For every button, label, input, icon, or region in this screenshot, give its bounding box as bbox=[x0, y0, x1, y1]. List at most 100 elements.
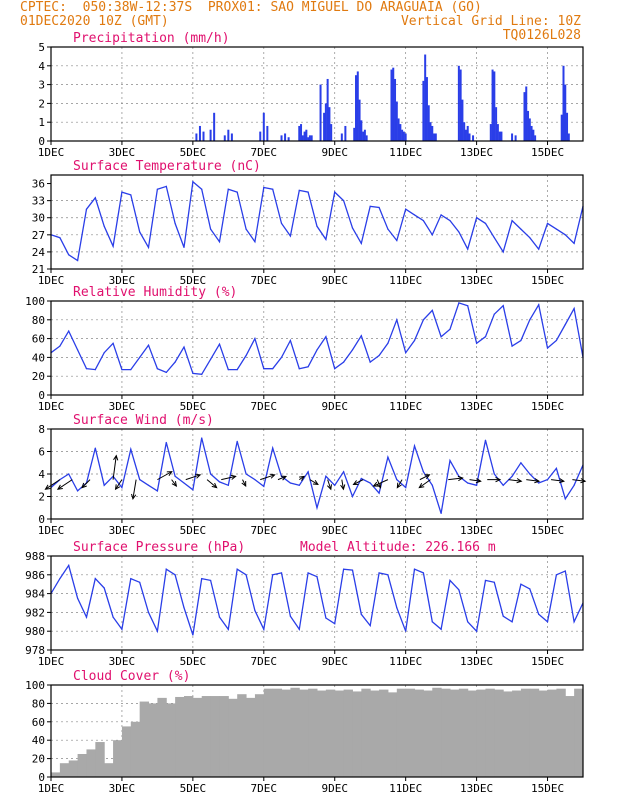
wind-ytick-label: 0 bbox=[38, 513, 45, 526]
pressure-point bbox=[254, 609, 256, 612]
pressure-point bbox=[440, 628, 442, 630]
wind-point bbox=[538, 482, 540, 484]
precip-bar bbox=[198, 125, 201, 141]
precip-bar bbox=[363, 129, 366, 141]
pressure-point bbox=[307, 572, 309, 574]
cloud-bar bbox=[485, 688, 495, 777]
precip-bar bbox=[340, 133, 343, 141]
precip-bar bbox=[422, 80, 425, 141]
humidity-point bbox=[201, 373, 203, 375]
wind-point bbox=[77, 490, 79, 492]
pressure-point bbox=[245, 574, 247, 576]
wind-arrow bbox=[551, 479, 564, 482]
precip-bar bbox=[468, 133, 471, 141]
pressure-point bbox=[573, 621, 575, 623]
precip-bar bbox=[511, 133, 514, 141]
precip-bar bbox=[523, 92, 526, 141]
humidity-point bbox=[449, 328, 451, 330]
wind-arrow bbox=[396, 479, 403, 488]
temperature-point bbox=[59, 237, 61, 239]
temperature-point bbox=[147, 246, 150, 248]
pressure-point bbox=[476, 630, 478, 632]
precip-bar bbox=[491, 69, 494, 141]
humidity-ytick-label: 0 bbox=[38, 389, 45, 402]
wind-arrow bbox=[508, 479, 522, 482]
humidity-point bbox=[573, 307, 575, 310]
humidity-xtick-label: 13DEC bbox=[460, 400, 493, 413]
wind-point bbox=[573, 484, 575, 486]
humidity-ytick-label: 40 bbox=[32, 351, 45, 364]
wind-arrow-head bbox=[495, 476, 502, 483]
humidity-point bbox=[538, 304, 540, 306]
precipitation-xtick-label: 15DEC bbox=[531, 146, 564, 159]
wind-arrow bbox=[115, 479, 123, 490]
wind-arrow-head bbox=[457, 475, 464, 482]
wind-point bbox=[156, 490, 158, 492]
pressure-ytick-label: 986 bbox=[25, 569, 45, 582]
pressure-xtick-label: 1DEC bbox=[38, 655, 65, 668]
wind-point bbox=[511, 475, 513, 477]
precip-bar bbox=[463, 122, 466, 141]
pressure-point bbox=[289, 615, 291, 617]
cloud-bar bbox=[246, 697, 256, 777]
humidity-point bbox=[130, 369, 132, 371]
humidity-point bbox=[529, 319, 531, 321]
humidity-point bbox=[263, 368, 265, 370]
wind-arrow-head bbox=[81, 482, 87, 489]
pressure-ytick-label: 980 bbox=[25, 625, 45, 638]
pressure-point bbox=[210, 579, 212, 582]
temperature-xtick-label: 1DEC bbox=[38, 274, 65, 287]
humidity-point bbox=[227, 369, 229, 371]
cloud-bar bbox=[157, 697, 167, 777]
precip-bar bbox=[287, 137, 290, 141]
pressure-point bbox=[343, 568, 345, 570]
temperature-point bbox=[130, 194, 132, 196]
pressure-annotation: Model Altitude: 226.166 m bbox=[300, 540, 496, 555]
pressure-point bbox=[387, 574, 389, 576]
humidity-point bbox=[103, 352, 105, 354]
pressure-point bbox=[511, 621, 513, 623]
wind-arrow bbox=[242, 479, 247, 487]
cloud-bar bbox=[228, 698, 238, 777]
cloud-bar bbox=[529, 688, 540, 777]
temperature-point bbox=[405, 208, 407, 210]
cloud-cover-ytick-label: 100 bbox=[25, 679, 45, 692]
pressure-xtick-label: 11DEC bbox=[389, 655, 422, 668]
humidity-point bbox=[334, 368, 336, 370]
wind-arrow bbox=[469, 479, 481, 482]
wind-point bbox=[413, 445, 416, 447]
precip-bar bbox=[489, 124, 492, 141]
humidity-point bbox=[147, 344, 150, 346]
wind-arrow-head bbox=[195, 473, 202, 479]
humidity-ytick-label: 100 bbox=[25, 295, 45, 308]
pressure-point bbox=[396, 607, 398, 609]
temperature-point bbox=[183, 246, 185, 248]
humidity-point bbox=[422, 319, 424, 321]
precip-bar bbox=[262, 112, 265, 141]
precipitation-xtick-label: 7DEC bbox=[251, 146, 278, 159]
wind-title: Surface Wind (m/s) bbox=[73, 413, 214, 428]
pressure-point bbox=[564, 570, 566, 572]
temperature-point bbox=[192, 181, 194, 183]
wind-point bbox=[289, 482, 291, 484]
pressure-xtick-label: 5DEC bbox=[180, 655, 207, 668]
temperature-xtick-label: 15DEC bbox=[531, 274, 564, 287]
humidity-point bbox=[156, 368, 158, 370]
wind-point bbox=[493, 473, 495, 475]
cloud-cover-xtick-label: 3DEC bbox=[109, 782, 136, 795]
cloud-bar bbox=[113, 740, 123, 777]
temperature-point bbox=[387, 228, 389, 230]
precip-bar bbox=[390, 69, 393, 141]
wind-arrow-head bbox=[475, 478, 482, 484]
humidity-point bbox=[369, 361, 371, 363]
cloud-bar bbox=[290, 687, 300, 777]
temperature-point bbox=[422, 219, 424, 222]
humidity-point bbox=[316, 349, 318, 351]
cloud-bar bbox=[77, 754, 87, 777]
pressure-point bbox=[130, 577, 132, 580]
temperature-point bbox=[139, 231, 141, 233]
precipitation-xtick-label: 11DEC bbox=[389, 146, 422, 159]
temperature-point bbox=[351, 227, 354, 229]
temperature-title: Surface Temperature (nC) bbox=[73, 159, 261, 174]
wind-point bbox=[201, 437, 203, 439]
